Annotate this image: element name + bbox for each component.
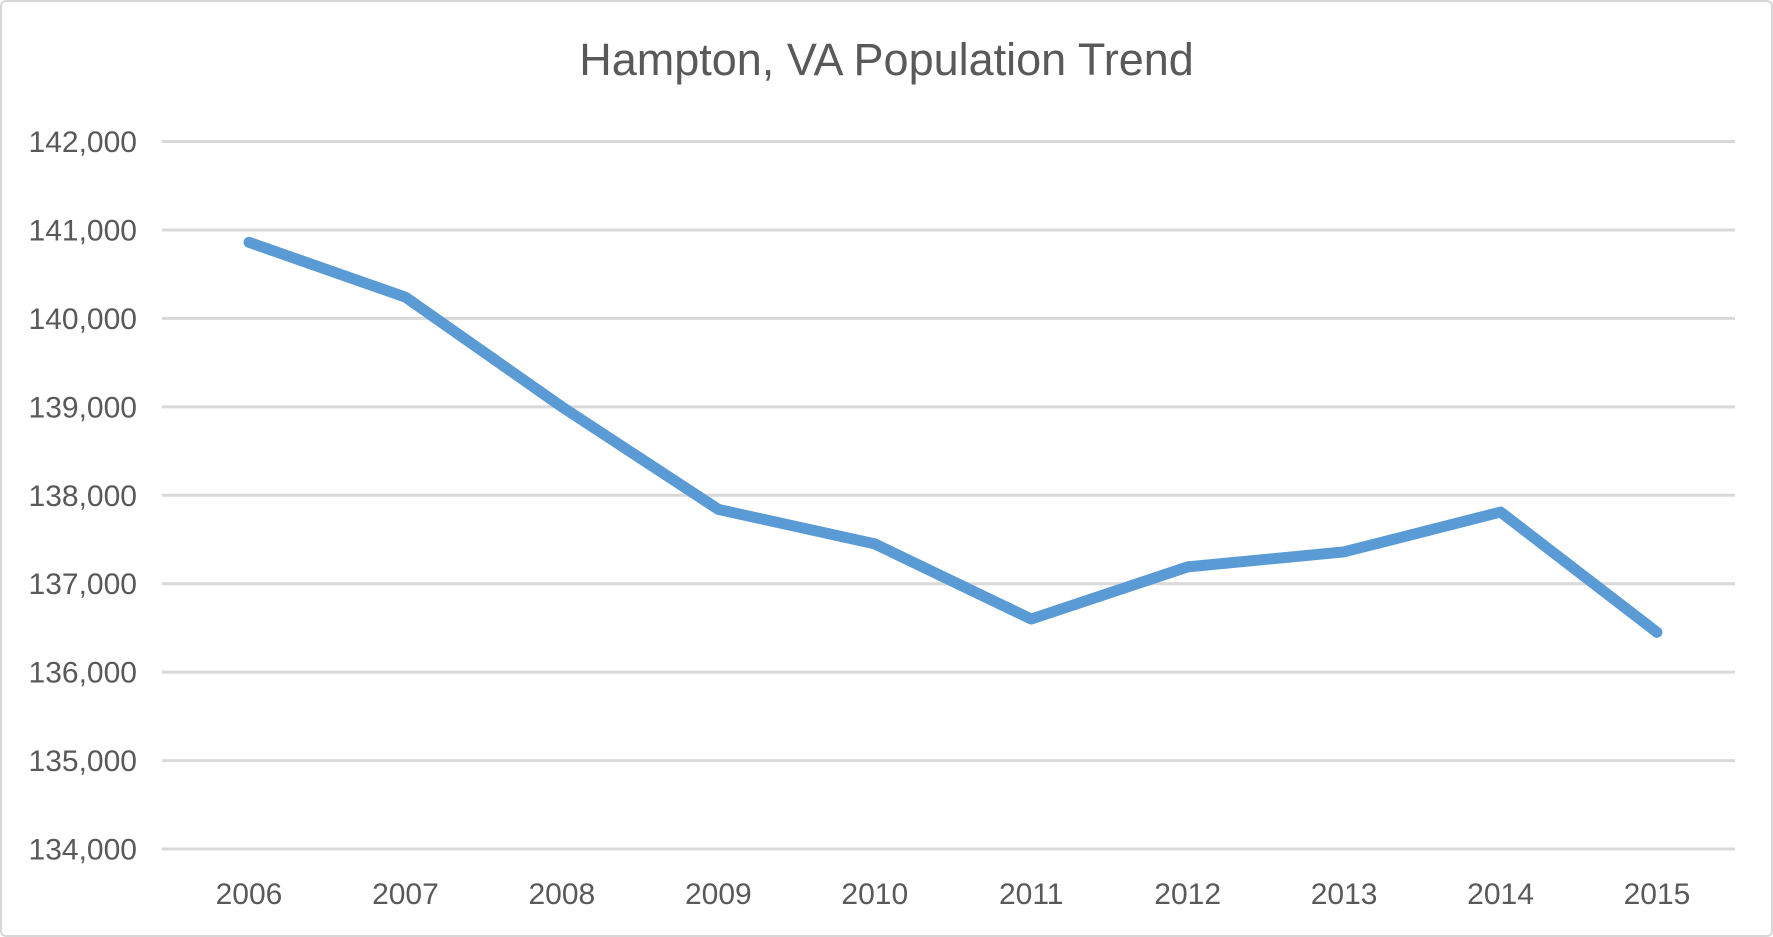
x-tick-label: 2007 — [372, 878, 439, 911]
y-tick-label: 138,000 — [29, 480, 137, 513]
x-axis-labels: 2006 2007 2008 2009 2010 2011 2012 2013 2014 2015 — [216, 878, 1691, 911]
x-tick-label: 2015 — [1624, 878, 1691, 911]
y-tick-label: 137,000 — [29, 568, 137, 601]
y-tick-label: 142,000 — [29, 126, 137, 159]
x-tick-label: 2006 — [216, 878, 283, 911]
y-axis-labels: 134,000 135,000 136,000 137,000 138,000 139,0… — [29, 126, 137, 867]
y-tick-label: 134,000 — [29, 834, 137, 867]
x-tick-label: 2013 — [1311, 878, 1378, 911]
x-tick-label: 2010 — [841, 878, 908, 911]
gridlines — [162, 140, 1735, 851]
x-tick-label: 2008 — [529, 878, 596, 911]
population-trend-line — [243, 236, 1663, 638]
x-tick-label: 2009 — [685, 878, 752, 911]
y-tick-label: 135,000 — [29, 745, 137, 778]
x-tick-label: 2014 — [1467, 878, 1534, 911]
y-tick-label: 140,000 — [29, 303, 137, 336]
y-tick-label: 136,000 — [29, 657, 137, 690]
x-tick-label: 2012 — [1154, 878, 1221, 911]
y-tick-label: 139,000 — [29, 391, 137, 424]
chart-title: Hampton, VA Population Trend — [579, 34, 1194, 85]
x-tick-label: 2011 — [999, 878, 1064, 911]
y-tick-label: 141,000 — [29, 214, 137, 247]
